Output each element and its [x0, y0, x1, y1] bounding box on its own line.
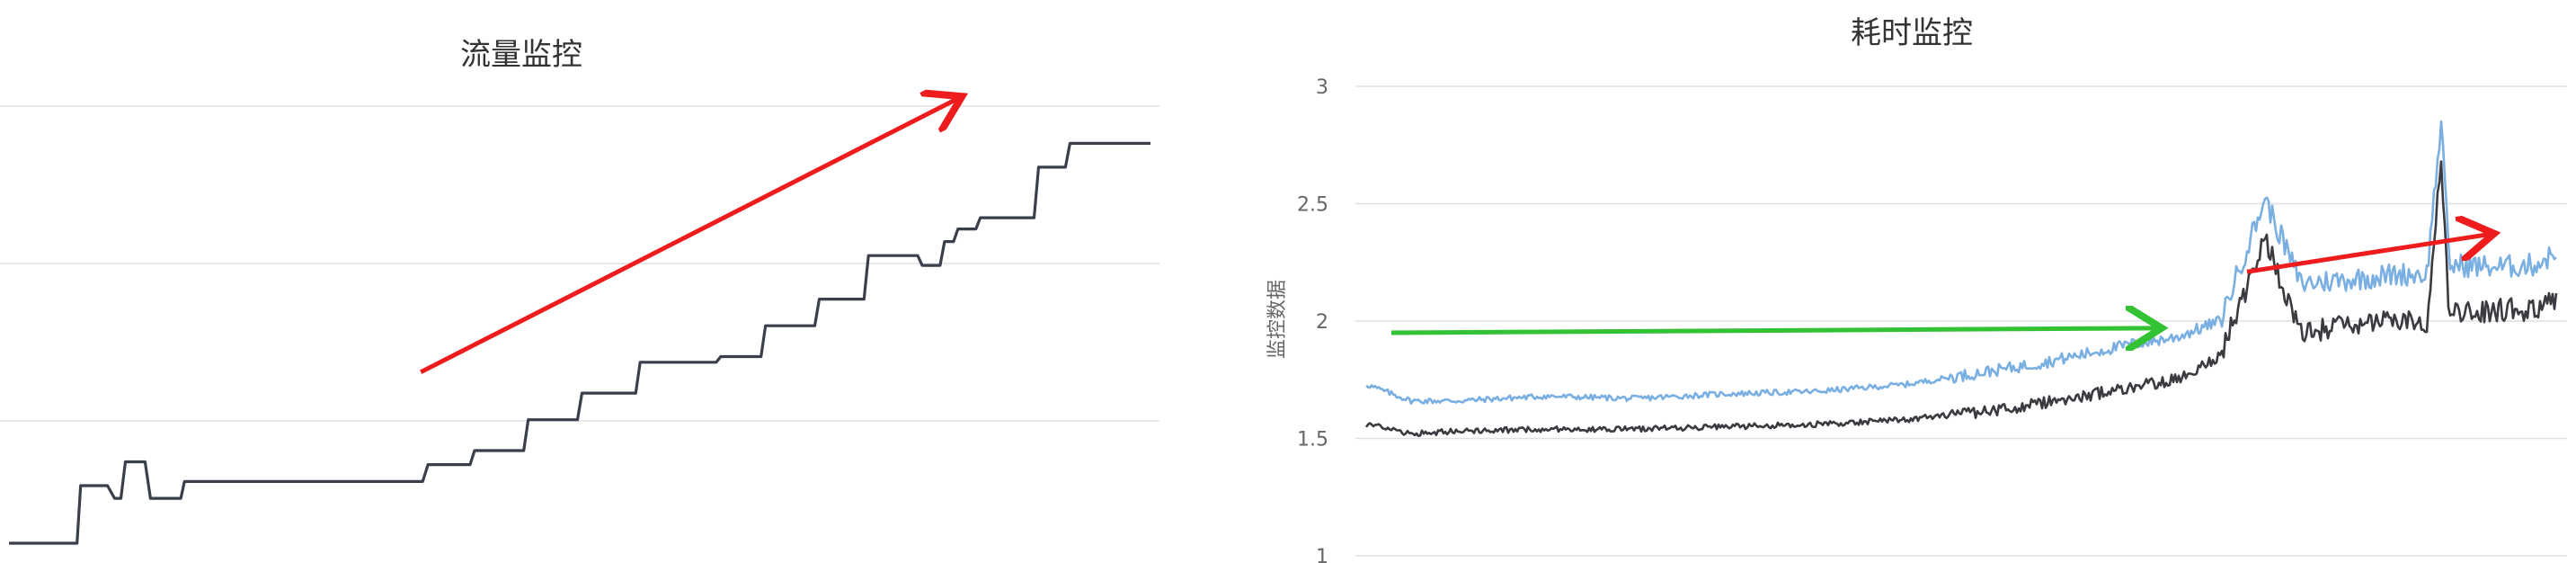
traffic-monitor-chart: 流量监控: [0, 37, 1159, 545]
trend-arrow: [1390, 328, 2157, 333]
y-tick-label: 2.5: [1297, 194, 1328, 217]
y-tick-label: 3: [1316, 76, 1328, 99]
y-tick-label: 2: [1316, 311, 1328, 334]
annotations-traffic: [420, 98, 958, 374]
y-tick-label: 1: [1316, 546, 1328, 563]
y-tick-label: 1.5: [1297, 429, 1328, 451]
trend-arrow: [420, 98, 958, 374]
gridlines-latency: [1355, 85, 2567, 557]
annotations-latency: [1390, 234, 2490, 333]
y-ticks-latency: 3 2.5 2 1.5 1: [1297, 76, 1328, 563]
series-latency: [1364, 120, 2558, 437]
chart-title-traffic: 流量监控: [460, 37, 582, 73]
series-line-dark: [1364, 160, 2558, 437]
chart-title-latency: 耗时监控: [1851, 15, 1973, 51]
series-traffic: [9, 141, 1150, 545]
y-axis-label: 监控数据: [1266, 280, 1289, 359]
series-line: [9, 141, 1150, 545]
trend-arrow: [2246, 234, 2490, 274]
latency-monitor-chart: 耗时监控 监控数据 3 2.5 2 1.5 1: [1266, 15, 2567, 563]
series-line-light: [1365, 120, 2557, 406]
